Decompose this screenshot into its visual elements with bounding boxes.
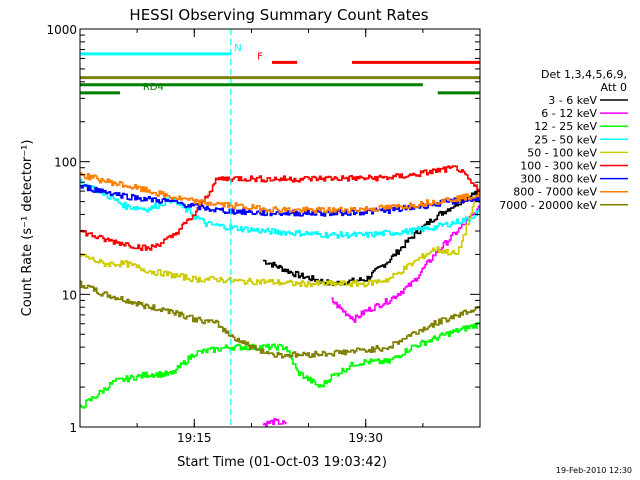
y-tick-label: 100 <box>54 156 77 170</box>
y-tick-label: 10 <box>62 288 77 302</box>
series-800-7000-kev-line <box>80 172 480 214</box>
legend-label-7000-20000-kev: 7000 - 20000 keV <box>499 199 597 212</box>
chart-title: HESSI Observing Summary Count Rates <box>129 6 428 24</box>
legend-label-3-6-kev: 3 - 6 keV <box>548 94 597 107</box>
series-50-100-kev-line <box>80 185 480 288</box>
flag-label-f: F <box>257 51 263 62</box>
x-tick-label: 19:15 <box>177 431 212 445</box>
legend-label-6-12-kev: 6 - 12 keV <box>541 107 597 120</box>
flag-label-rd4: RD4 <box>143 82 164 93</box>
legend-header: Att 0 <box>601 81 627 94</box>
series-100-300-kev-line <box>80 165 480 251</box>
y-axis-label: Count Rate (s⁻¹ detector⁻¹) <box>20 140 35 317</box>
y-tick-label: 1 <box>69 421 77 435</box>
plot-frame <box>79 28 481 428</box>
plot-area: NSFFD3FD4RD0RD4 <box>80 29 480 427</box>
legend-label-100-300-kev: 100 - 300 keV <box>520 160 597 173</box>
legend-header: Det 1,3,4,5,6,9, <box>541 68 627 81</box>
x-tick-label: 19:30 <box>348 431 383 445</box>
series-7000-20000-kev-line <box>80 280 480 359</box>
y-tick-label: 1000 <box>46 23 77 37</box>
series-300-800-kev-line <box>80 184 480 217</box>
series-6-12-kev-line-1 <box>331 205 480 323</box>
legend-label-25-50-kev: 25 - 50 keV <box>534 133 597 146</box>
axes: 19:15 19:30 1 10 100 1000 <box>46 23 480 445</box>
x-axis-label: Start Time (01-Oct-03 19:03:42) <box>177 455 387 470</box>
footer-date: 19-Feb-2010 12:30 <box>556 466 632 475</box>
series-25-50-kev-line <box>80 178 480 239</box>
legend-label-12-25-kev: 12 - 25 keV <box>534 120 597 133</box>
legend-label-50-100-kev: 50 - 100 keV <box>527 146 597 159</box>
series-12-25-kev-line <box>80 322 480 409</box>
flag-label-n: N <box>234 43 241 54</box>
legend-label-300-800-kev: 300 - 800 keV <box>520 173 597 186</box>
legend-label-800-7000-kev: 800 - 7000 keV <box>513 186 597 199</box>
series-6-12-kev-line <box>262 417 287 427</box>
series-3-6-kev-line <box>262 188 480 286</box>
